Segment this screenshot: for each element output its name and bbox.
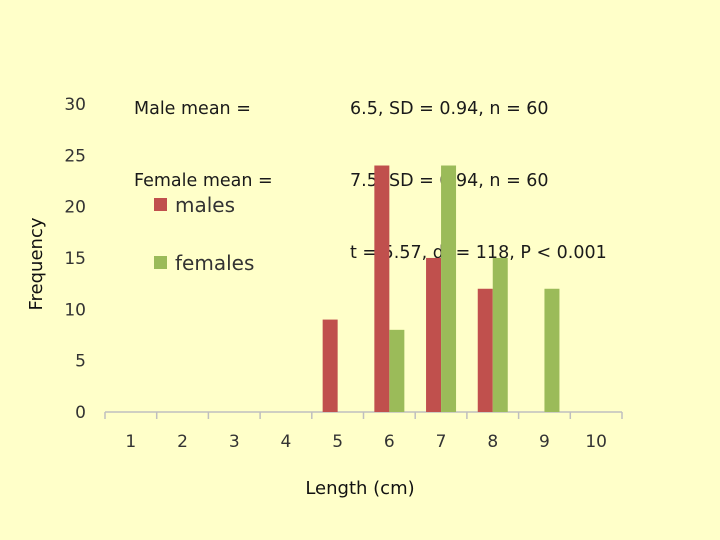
x-axis-tick-marks — [104, 412, 623, 419]
male-stats: 6.5, SD = 0.94, n = 60 — [350, 99, 549, 119]
y-tick-label: 0 — [75, 403, 86, 423]
male-mean-label: Male mean = — [134, 99, 251, 119]
bar-females-8 — [492, 257, 508, 412]
stat-labels: Male mean = Female mean = — [134, 49, 273, 217]
bar-males-5 — [322, 319, 338, 412]
x-tick-label: 10 — [585, 432, 607, 452]
x-tick-label: 3 — [229, 432, 240, 452]
x-tick-label: 1 — [125, 432, 136, 452]
y-axis-title: Frequency — [26, 217, 47, 310]
x-axis-title: Length (cm) — [305, 478, 414, 499]
y-tick-label: 25 — [64, 146, 86, 166]
x-tick-label: 9 — [539, 432, 550, 452]
y-tick-label: 15 — [64, 249, 86, 269]
y-tick-label: 10 — [64, 300, 86, 320]
y-tick-label: 5 — [75, 352, 86, 372]
y-tick-label: 20 — [64, 198, 86, 218]
bars — [322, 165, 560, 412]
x-tick-label: 2 — [177, 432, 188, 452]
legend: males females — [154, 193, 254, 275]
legend-label-females: females — [175, 251, 254, 275]
y-tick-label: 30 — [64, 95, 86, 115]
legend-swatch-females — [154, 256, 167, 269]
bar-females-6 — [389, 329, 405, 412]
bar-males-8 — [477, 288, 493, 412]
legend-swatch-males — [154, 198, 167, 211]
y-axis-ticks: 0 5 10 15 20 25 30 — [64, 95, 86, 423]
x-tick-label: 7 — [436, 432, 447, 452]
x-tick-label: 6 — [384, 432, 395, 452]
x-tick-label: 4 — [281, 432, 292, 452]
bar-males-6 — [374, 165, 390, 412]
legend-label-males: males — [175, 193, 235, 217]
bar-females-9 — [544, 288, 560, 412]
female-mean-label: Female mean = — [134, 171, 273, 191]
bar-females-7 — [441, 165, 457, 412]
bar-males-7 — [426, 257, 442, 412]
x-axis-ticks: 1 2 3 4 5 6 7 8 9 10 — [125, 432, 607, 452]
x-tick-label: 8 — [487, 432, 498, 452]
x-tick-label: 5 — [332, 432, 343, 452]
